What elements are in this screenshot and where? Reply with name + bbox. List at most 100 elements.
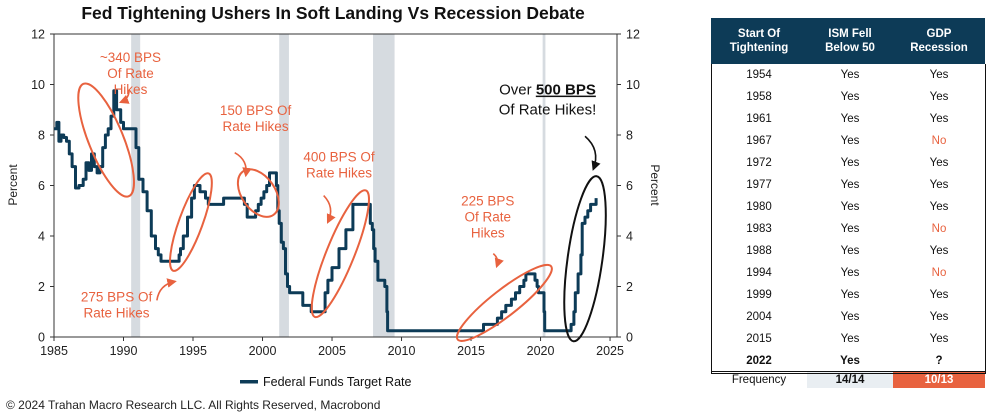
- x-tick-label: 2010: [388, 344, 416, 358]
- annotation-ellipse-500: [563, 175, 607, 343]
- y-tick-label-left: 12: [31, 28, 45, 42]
- y-tick-label-right: 2: [626, 280, 633, 294]
- gdp-cell: Yes: [893, 195, 985, 218]
- x-tick-label: 2020: [527, 344, 555, 358]
- ism-cell: Yes: [807, 217, 893, 240]
- gdp-cell: ?: [935, 354, 943, 367]
- recession-band: [542, 34, 546, 337]
- y-tick-label-right: 6: [626, 179, 633, 193]
- year-cell: 1977: [711, 173, 807, 196]
- x-tick-label: 1990: [110, 344, 138, 358]
- year-cell: 2015: [711, 327, 807, 350]
- annotation-text-225: 225 BPS: [461, 194, 514, 209]
- annotation-arrow-340: [118, 89, 130, 104]
- x-tick-label: 2025: [596, 344, 624, 358]
- ism-cell: Yes: [840, 354, 860, 367]
- annotation-text-340: Of Rate: [107, 66, 154, 81]
- gdp-cell: Yes: [893, 85, 985, 108]
- frequency-label: Frequency: [711, 371, 807, 388]
- ism-cell: Yes: [807, 107, 893, 130]
- year-cell: 2022: [746, 354, 772, 367]
- annotation-text-400: Rate Hikes: [306, 166, 372, 181]
- ism-cell: Yes: [807, 151, 893, 174]
- recession-band: [373, 34, 395, 337]
- annotation-ellipse-225: [455, 263, 553, 342]
- table-row: 2004 Yes Yes: [711, 305, 985, 328]
- y-tick-label-right: 0: [626, 331, 633, 345]
- gdp-cell: Yes: [893, 239, 985, 262]
- frequency-row: Frequency 14/14 10/13: [711, 371, 985, 388]
- table-header-row: Start Of Tightening ISM Fell Below 50 GD…: [711, 18, 985, 64]
- x-tick-label: 2005: [318, 344, 346, 358]
- annotation-arrow-150: [234, 151, 252, 178]
- legend-label: Federal Funds Target Rate: [263, 375, 412, 389]
- table-row: 1988 Yes Yes: [711, 239, 985, 262]
- header-line: Start Of: [737, 28, 781, 40]
- table-row: 1972 Yes Yes: [711, 151, 985, 174]
- year-cell: 1972: [711, 151, 807, 174]
- gdp-cell: Yes: [893, 283, 985, 306]
- header-line: ISM Fell: [828, 28, 872, 40]
- x-tick-label: 2015: [457, 344, 485, 358]
- gdp-cell: No: [893, 129, 985, 152]
- ism-cell: Yes: [807, 305, 893, 328]
- table-row: 1967 Yes No: [711, 129, 985, 152]
- ism-cell: Yes: [807, 64, 893, 86]
- ism-cell: Yes: [807, 261, 893, 284]
- annotation-text-340: ~340 BPS: [100, 50, 161, 65]
- year-cell: 1958: [711, 85, 807, 108]
- recession-band: [131, 34, 141, 337]
- year-cell: 1988: [711, 239, 807, 262]
- x-tick-label: 2000: [249, 344, 277, 358]
- legend-swatch: [240, 380, 258, 384]
- y-tick-label-left: 8: [38, 129, 45, 143]
- annotation-text-400: 400 BPS Of: [303, 150, 375, 165]
- series-line-federal-funds: [54, 89, 598, 333]
- annotation-ellipse-400: [310, 189, 370, 319]
- header-line: Tightening: [729, 42, 789, 54]
- y-axis-label-right: Percent: [648, 164, 662, 206]
- table-row: 1958 Yes Yes: [711, 85, 985, 108]
- year-cell: 1999: [711, 283, 807, 306]
- ism-cell: Yes: [807, 283, 893, 306]
- header-line: Recession: [910, 42, 968, 54]
- y-axis-label-left: Percent: [6, 164, 20, 206]
- y-tick-label-right: 8: [626, 129, 633, 143]
- annotation-text-340: Hikes: [114, 82, 148, 97]
- annotation-text-225: Of Rate: [464, 210, 511, 225]
- header-ism-fell-below-50: ISM Fell Below 50: [807, 18, 893, 64]
- gdp-cell: No: [893, 261, 985, 284]
- table-row: 1999 Yes Yes: [711, 283, 985, 306]
- recession-band: [279, 34, 289, 337]
- annotation-ellipse-340: [77, 82, 135, 198]
- y-tick-label-left: 10: [31, 78, 45, 92]
- year-cell: 1983: [711, 217, 807, 240]
- ism-cell: Yes: [807, 173, 893, 196]
- footer-copyright: © 2024 Trahan Macro Research LLC. All Ri…: [6, 398, 381, 412]
- ism-cell: Yes: [807, 129, 893, 152]
- table-row: 1994 Yes No: [711, 261, 985, 284]
- y-tick-label-right: 12: [626, 28, 640, 42]
- table-row: 1980 Yes Yes: [711, 195, 985, 218]
- annotation-text-225: Hikes: [471, 226, 505, 241]
- annotation-text-150: 150 BPS Of: [220, 103, 292, 118]
- y-tick-label-left: 4: [38, 230, 45, 244]
- y-tick-label-left: 0: [38, 331, 45, 345]
- gdp-cell: No: [893, 217, 985, 240]
- annotation-arrow-500: [584, 135, 601, 171]
- chart-title: Fed Tightening Ushers In Soft Landing Vs…: [81, 3, 585, 23]
- annotation-text-500: Of Rate Hikes!: [499, 102, 597, 119]
- annotation-arrow-400: [323, 195, 336, 224]
- annotation-arrow-275: [156, 278, 177, 301]
- year-cell: 1980: [711, 195, 807, 218]
- gdp-cell: Yes: [893, 151, 985, 174]
- year-cell: 1961: [711, 107, 807, 130]
- x-tick-label: 1985: [40, 344, 68, 358]
- y-tick-label-left: 2: [38, 280, 45, 294]
- gdp-cell: Yes: [893, 305, 985, 328]
- annotation-text-500: Over 500 BPS: [499, 82, 596, 99]
- x-tick-label: 1995: [179, 344, 207, 358]
- ism-cell: Yes: [807, 327, 893, 350]
- y-tick-label-left: 6: [38, 179, 45, 193]
- year-cell: 1994: [711, 261, 807, 284]
